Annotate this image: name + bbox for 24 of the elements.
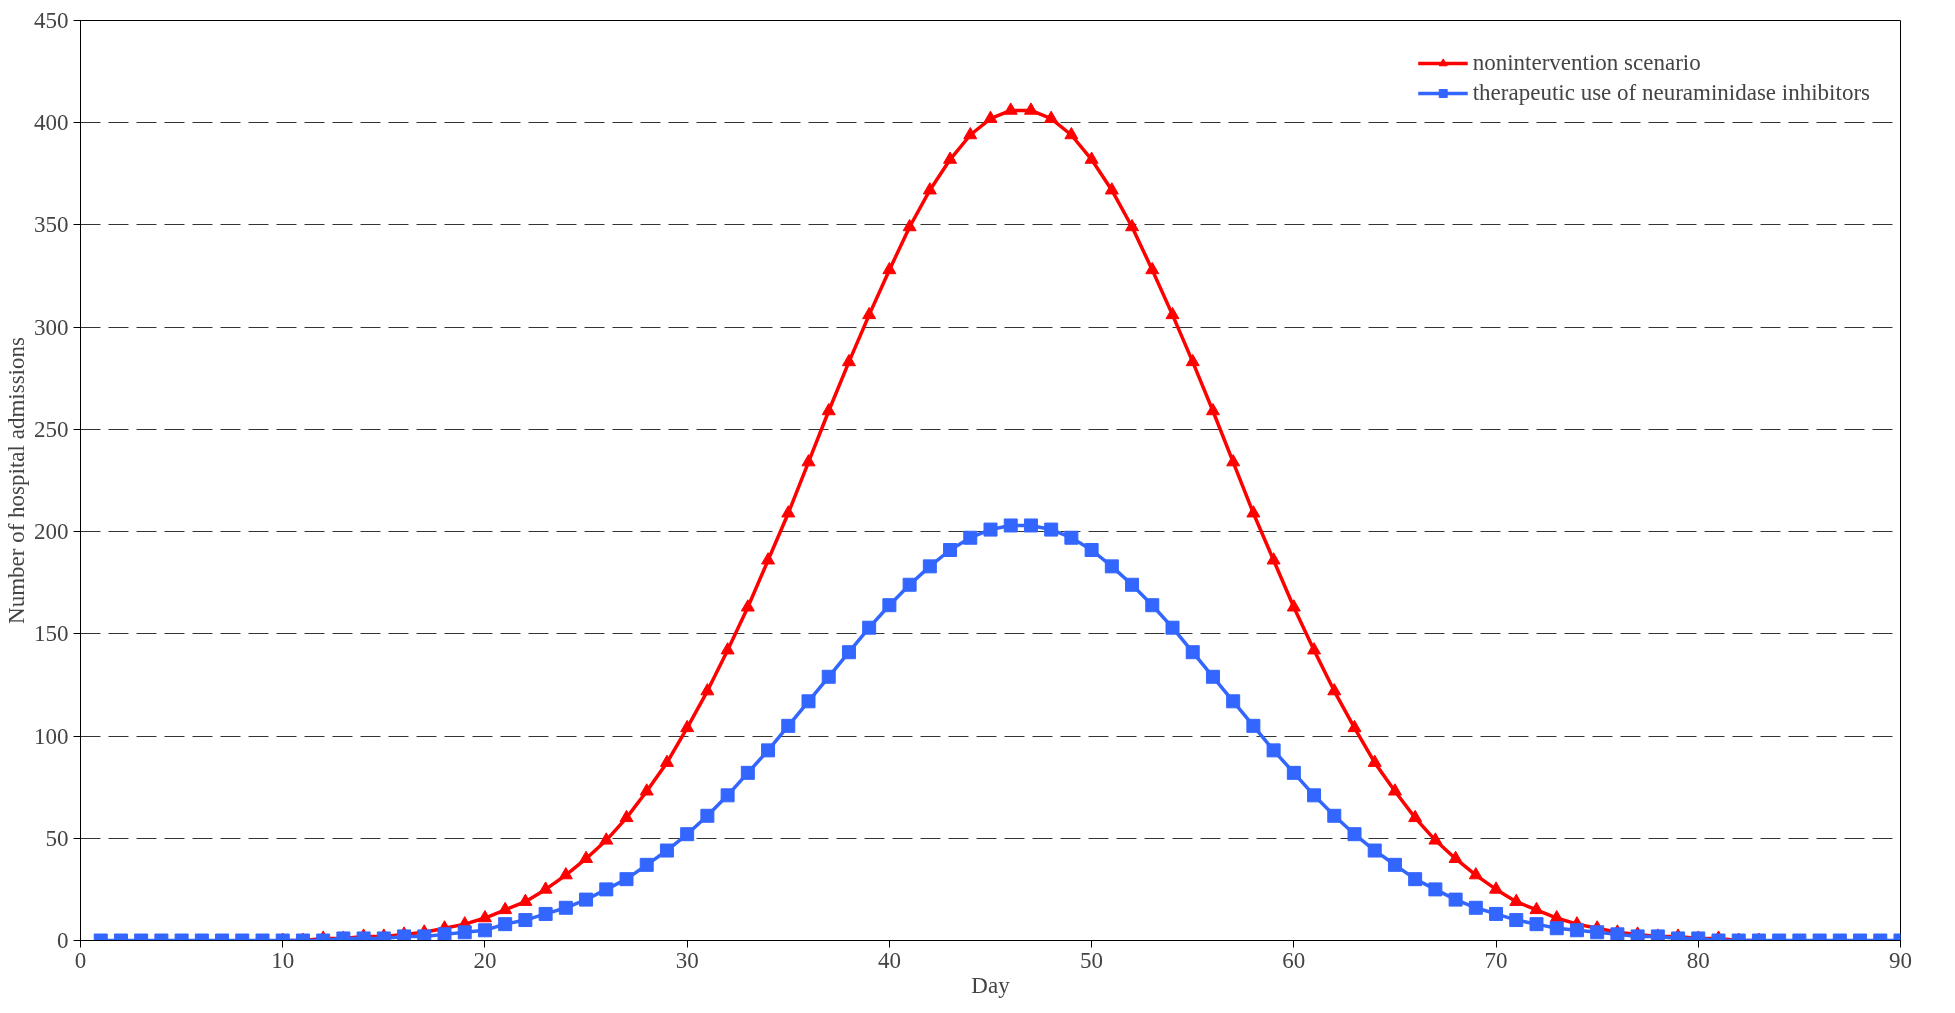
y-tick-label: 300 xyxy=(34,314,69,340)
y-tick-label: 450 xyxy=(34,8,69,33)
legend-label: therapeutic use of neuraminidase inhibitors xyxy=(1472,80,1870,106)
x-tick-label: 80 xyxy=(1686,947,1710,973)
y-tick-label: 400 xyxy=(34,110,69,136)
x-tick-label: 20 xyxy=(473,947,497,973)
x-tick-label: 40 xyxy=(877,947,901,973)
legend-label: nonintervention scenario xyxy=(1472,50,1701,76)
y-tick-label: 350 xyxy=(34,212,69,238)
y-axis-title: Number of hospital admissions xyxy=(4,337,29,624)
y-tick-label: 200 xyxy=(34,519,69,545)
x-tick-label: 60 xyxy=(1282,947,1306,973)
y-tick-label: 250 xyxy=(34,416,69,442)
x-tick-label: 0 xyxy=(74,947,87,973)
x-tick-label: 50 xyxy=(1080,947,1104,973)
x-axis-title: Day xyxy=(971,972,1011,998)
y-tick-label: 150 xyxy=(34,621,69,647)
y-tick-label: 50 xyxy=(45,825,69,851)
x-tick-label: 70 xyxy=(1484,947,1508,973)
x-tick-label: 90 xyxy=(1889,947,1912,973)
x-tick-label: 30 xyxy=(675,947,699,973)
x-tick-label: 10 xyxy=(271,947,295,973)
y-tick-label: 100 xyxy=(34,723,69,749)
y-tick-label: 0 xyxy=(57,928,69,953)
